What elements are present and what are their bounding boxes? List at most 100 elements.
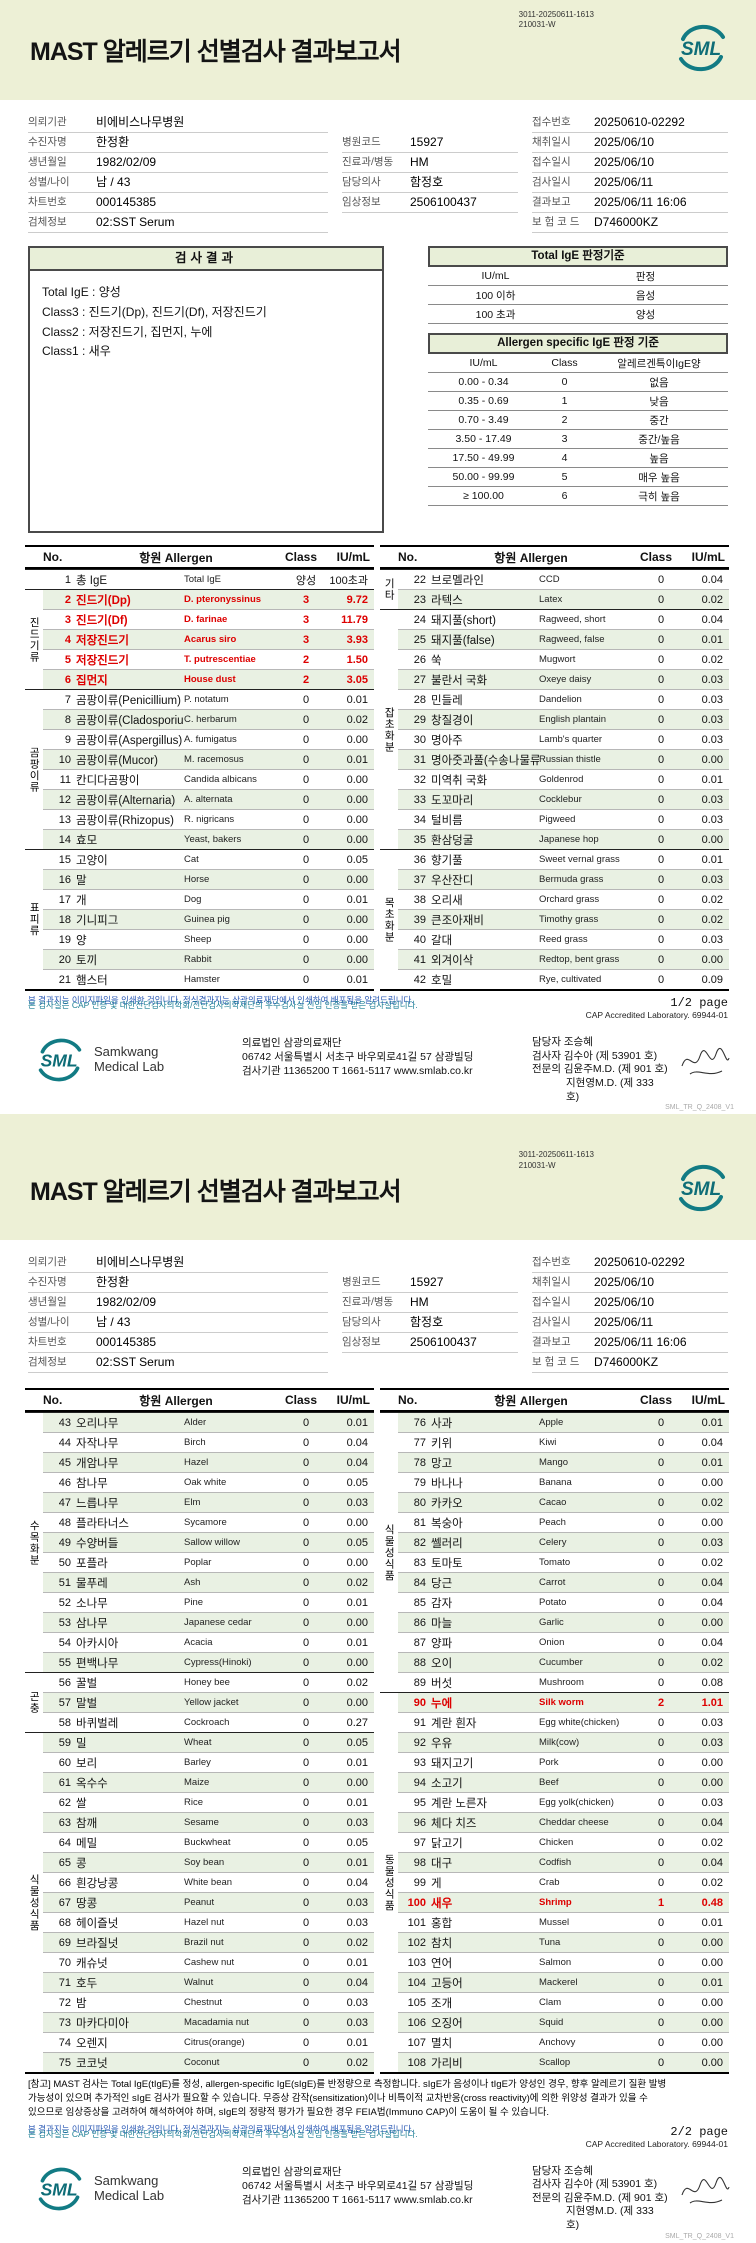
allergen-row: 24 돼지풀(short) Ragweed, short 0 0.04 — [398, 610, 729, 630]
criteria-row: 100 초과 양성 — [428, 305, 728, 324]
allergen-no: 10 — [58, 753, 71, 766]
allergen-iu: 0.04 — [701, 1436, 723, 1449]
group-label: 수목화분 — [28, 1519, 41, 1566]
info-label: 의뢰기관 — [28, 1256, 67, 1269]
info-label: 결과보고 — [532, 1336, 571, 1349]
allergen-no: 18 — [58, 913, 71, 926]
allergen-name-kr: 흰강낭콩 — [76, 1877, 119, 1890]
allergen-no: 27 — [413, 673, 426, 686]
allergen-row: 73 마카다미아 Macadamia nut 0 0.03 — [43, 2013, 374, 2034]
brand-line2: Medical Lab — [94, 1059, 165, 1074]
allergen-no: 54 — [58, 1636, 71, 1649]
info-value: 000145385 — [96, 1334, 157, 1349]
info-label: 접수일시 — [532, 156, 571, 168]
allergen-name-en: Alder — [184, 1417, 207, 1429]
info-field: 생년월일 1982/02/09 — [28, 1292, 328, 1313]
allergen-name-kr: 삼나무 — [76, 1617, 108, 1630]
allergen-row: 32 미역취 국화 Goldenrod 0 0.01 — [398, 770, 729, 790]
allergen-iu: 0.02 — [346, 1576, 368, 1589]
info-field: 채취일시 2025/06/10 — [532, 132, 728, 153]
allergen-iu: 0.00 — [346, 1696, 368, 1709]
patient-info-row: 생년월일 1982/02/09 진료과/병동 HM 접수일시 2025/06/10 — [28, 1292, 728, 1313]
criteria-row: 0.00 - 0.34 0 없음 — [428, 373, 728, 392]
allergen-no: 24 — [413, 613, 426, 626]
allergen-iu: 0.04 — [701, 1636, 723, 1649]
allergen-class: 0 — [302, 1896, 310, 1909]
lab-staff: 담당자 조승혜 검사자 김수아 (제 53901 호) 전문의 김윤주M.D. … — [532, 2165, 734, 2240]
allergen-no: 68 — [58, 1916, 71, 1929]
allergen-name-kr: 브라질넛 — [76, 1937, 119, 1950]
allergen-row: 37 우산잔디 Bermuda grass 0 0.03 — [398, 870, 729, 890]
document-number-line2: 210031-W — [518, 1160, 556, 1170]
allergen-name-kr: 연어 — [431, 1957, 453, 1970]
header-no: No. — [398, 550, 418, 564]
allergen-name-kr: 계란 흰자 — [431, 1717, 477, 1730]
allergen-name-en: Anchovy — [539, 2037, 576, 2049]
allergen-iu: 0.03 — [346, 1816, 368, 1829]
allergen-iu: 0.01 — [701, 853, 723, 866]
allergen-iu: 0.04 — [701, 1596, 723, 1609]
allergen-name-en: Japanese cedar — [184, 1617, 252, 1629]
allergen-no: 44 — [58, 1436, 71, 1449]
allergen-name-en: Banana — [539, 1477, 572, 1489]
results-column-right: No. 항원 Allergen Class IU/mL 식물성식품 76 사과 Apple 0 0… — [380, 1388, 729, 2075]
allergen-iu: 0.02 — [701, 1836, 723, 1849]
allergen-name-en: Goldenrod — [539, 774, 584, 785]
allergen-name-kr: 말벌 — [76, 1697, 98, 1710]
allergen-name-en: Hazel — [184, 1457, 209, 1469]
allergen-no: 36 — [413, 853, 426, 866]
info-field: 병원코드 15927 — [342, 132, 518, 153]
allergen-row: 48 플라타너스 Sycamore 0 0.00 — [43, 1513, 374, 1534]
allergen-name-kr: 자작나무 — [76, 1437, 119, 1450]
criteria-cell: IU/mL — [469, 357, 498, 369]
page-title: MAST 알레르기 선별검사 결과보고서 — [30, 38, 402, 66]
criteria-cell: 4 — [561, 452, 568, 464]
info-field: 차트번호 000145385 — [28, 192, 328, 213]
allergen-iu: 0.09 — [701, 973, 723, 986]
summary-line: Total IgE : 양성 — [42, 285, 121, 299]
allergen-name-en: Barley — [184, 1757, 211, 1769]
lab-address: 의료법인 삼광의료재단 06742 서울특별시 서초구 바우뫼로41길 57 삼… — [242, 2165, 532, 2208]
allergen-name-kr: 버섯 — [431, 1677, 453, 1690]
allergen-class: 0 — [302, 913, 310, 926]
document-number-line1: 3011-20250611-1613 — [518, 10, 594, 19]
allergen-iu: 9.72 — [346, 593, 368, 606]
allergen-name-kr: 오징어 — [431, 2017, 463, 2030]
allergen-row: 64 메밀 Buckwheat 0 0.05 — [43, 1833, 374, 1854]
info-field: 검사일시 2025/06/11 — [532, 172, 728, 193]
allergen-no: 63 — [58, 1816, 71, 1829]
allergen-name-kr: 큰조아재비 — [431, 914, 484, 927]
header-allergen: 항원 Allergen — [494, 550, 568, 565]
allergen-iu: 0.01 — [701, 1916, 723, 1929]
allergen-row: 20 토끼 Rabbit 0 0.00 — [43, 950, 374, 970]
allergen-no: 42 — [413, 973, 426, 986]
info-field: 결과보고 2025/06/11 16:06 — [532, 192, 728, 213]
allergen-iu: 0.01 — [346, 973, 368, 986]
info-label: 검사일시 — [532, 1316, 571, 1329]
allergen-iu: 0.00 — [701, 1516, 723, 1529]
allergen-name-en: Oak white — [184, 1477, 227, 1489]
allergen-iu: 0.02 — [701, 1876, 723, 1889]
allergen-class: 0 — [657, 1736, 665, 1749]
allergen-no: 78 — [413, 1456, 426, 1469]
allergen-name-kr: 저장진드기 — [76, 634, 129, 647]
criteria-cell: 0.70 - 3.49 — [458, 414, 509, 426]
header-band: MAST 알레르기 선별검사 결과보고서 3011-20250611-1613 … — [0, 0, 756, 100]
allergen-iu: 0.00 — [701, 1756, 723, 1769]
allergen-class: 0 — [302, 1516, 310, 1529]
allergen-no: 92 — [413, 1736, 426, 1749]
allergen-iu: 0.01 — [346, 2036, 368, 2049]
allergen-name-kr: 새우 — [431, 1897, 453, 1910]
info-label: 병원코드 — [342, 1276, 381, 1289]
criteria-tables: Total IgE 판정기준 IU/mL 판정 100 이하 음성 100 초과 양성 A… — [428, 246, 728, 533]
allergen-class: 0 — [657, 893, 665, 906]
allergen-name-kr: 닭고기 — [431, 1837, 463, 1850]
allergen-row: 105 조개 Clam 0 0.00 — [398, 1993, 729, 2014]
criteria-cell: 없음 — [649, 376, 669, 389]
allergen-name-en: A. alternata — [184, 794, 233, 805]
staff-specialist1: 전문의 김윤주M.D. (제 901 호) — [532, 1063, 668, 1076]
page-footer-strip: 본 결과지는 이미지파일을 인쇄한 것입니다. 정식결과지는 삼광의료재단에서 … — [28, 2124, 728, 2149]
allergen-no: 38 — [413, 893, 426, 906]
allergen-name-kr: 개 — [76, 894, 87, 907]
allergen-iu: 0.08 — [701, 1676, 723, 1689]
